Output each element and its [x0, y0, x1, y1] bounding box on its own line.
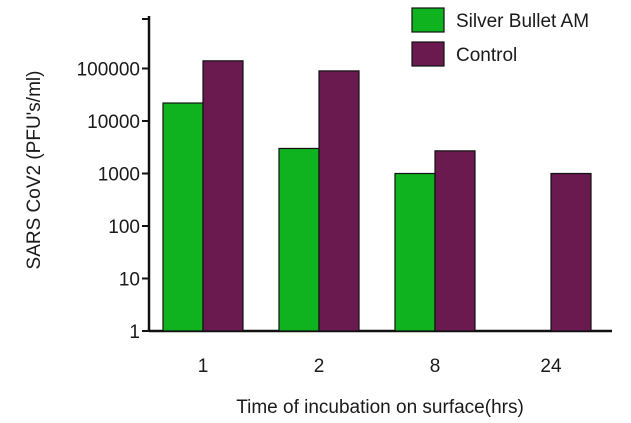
y-tick-label: 1: [129, 322, 140, 343]
x-tick-label: 2: [314, 356, 325, 377]
bar-silver-bullet-1: [162, 102, 204, 332]
bar-control-1: [202, 60, 244, 332]
x-tick-label: 24: [540, 356, 562, 377]
legend-swatch-silver-bullet: [411, 7, 445, 33]
legend-label-silver-bullet: Silver Bullet AM: [456, 11, 589, 32]
x-tick-label: 1: [198, 356, 209, 377]
y-tick-label: 100000: [77, 60, 140, 81]
y-tick-label: 10000: [87, 112, 140, 133]
legend: Silver Bullet AM Control: [411, 7, 589, 67]
x-axis-title: Time of incubation on surface(hrs): [236, 397, 524, 418]
bar-silver-bullet-2: [278, 147, 320, 332]
bar-control-2: [318, 70, 360, 332]
y-axis-title: SARS CoV2 (PFU's/ml): [24, 71, 45, 270]
bar-control-24: [550, 172, 592, 332]
x-tick-label: 8: [430, 356, 441, 377]
bars-group: [162, 60, 592, 332]
y-tick-label: 100: [108, 217, 140, 238]
bar-silver-bullet-8: [394, 172, 436, 332]
legend-label-control: Control: [456, 45, 517, 66]
x-ticks-group: 1 2 8 24: [198, 356, 562, 377]
y-ticks-group: 1 10 100 1000 10000 100000: [77, 18, 149, 343]
y-tick-label: 1000: [98, 165, 140, 186]
y-tick-label: 10: [119, 270, 140, 291]
legend-swatch-control: [411, 41, 445, 67]
bar-control-8: [434, 150, 476, 332]
